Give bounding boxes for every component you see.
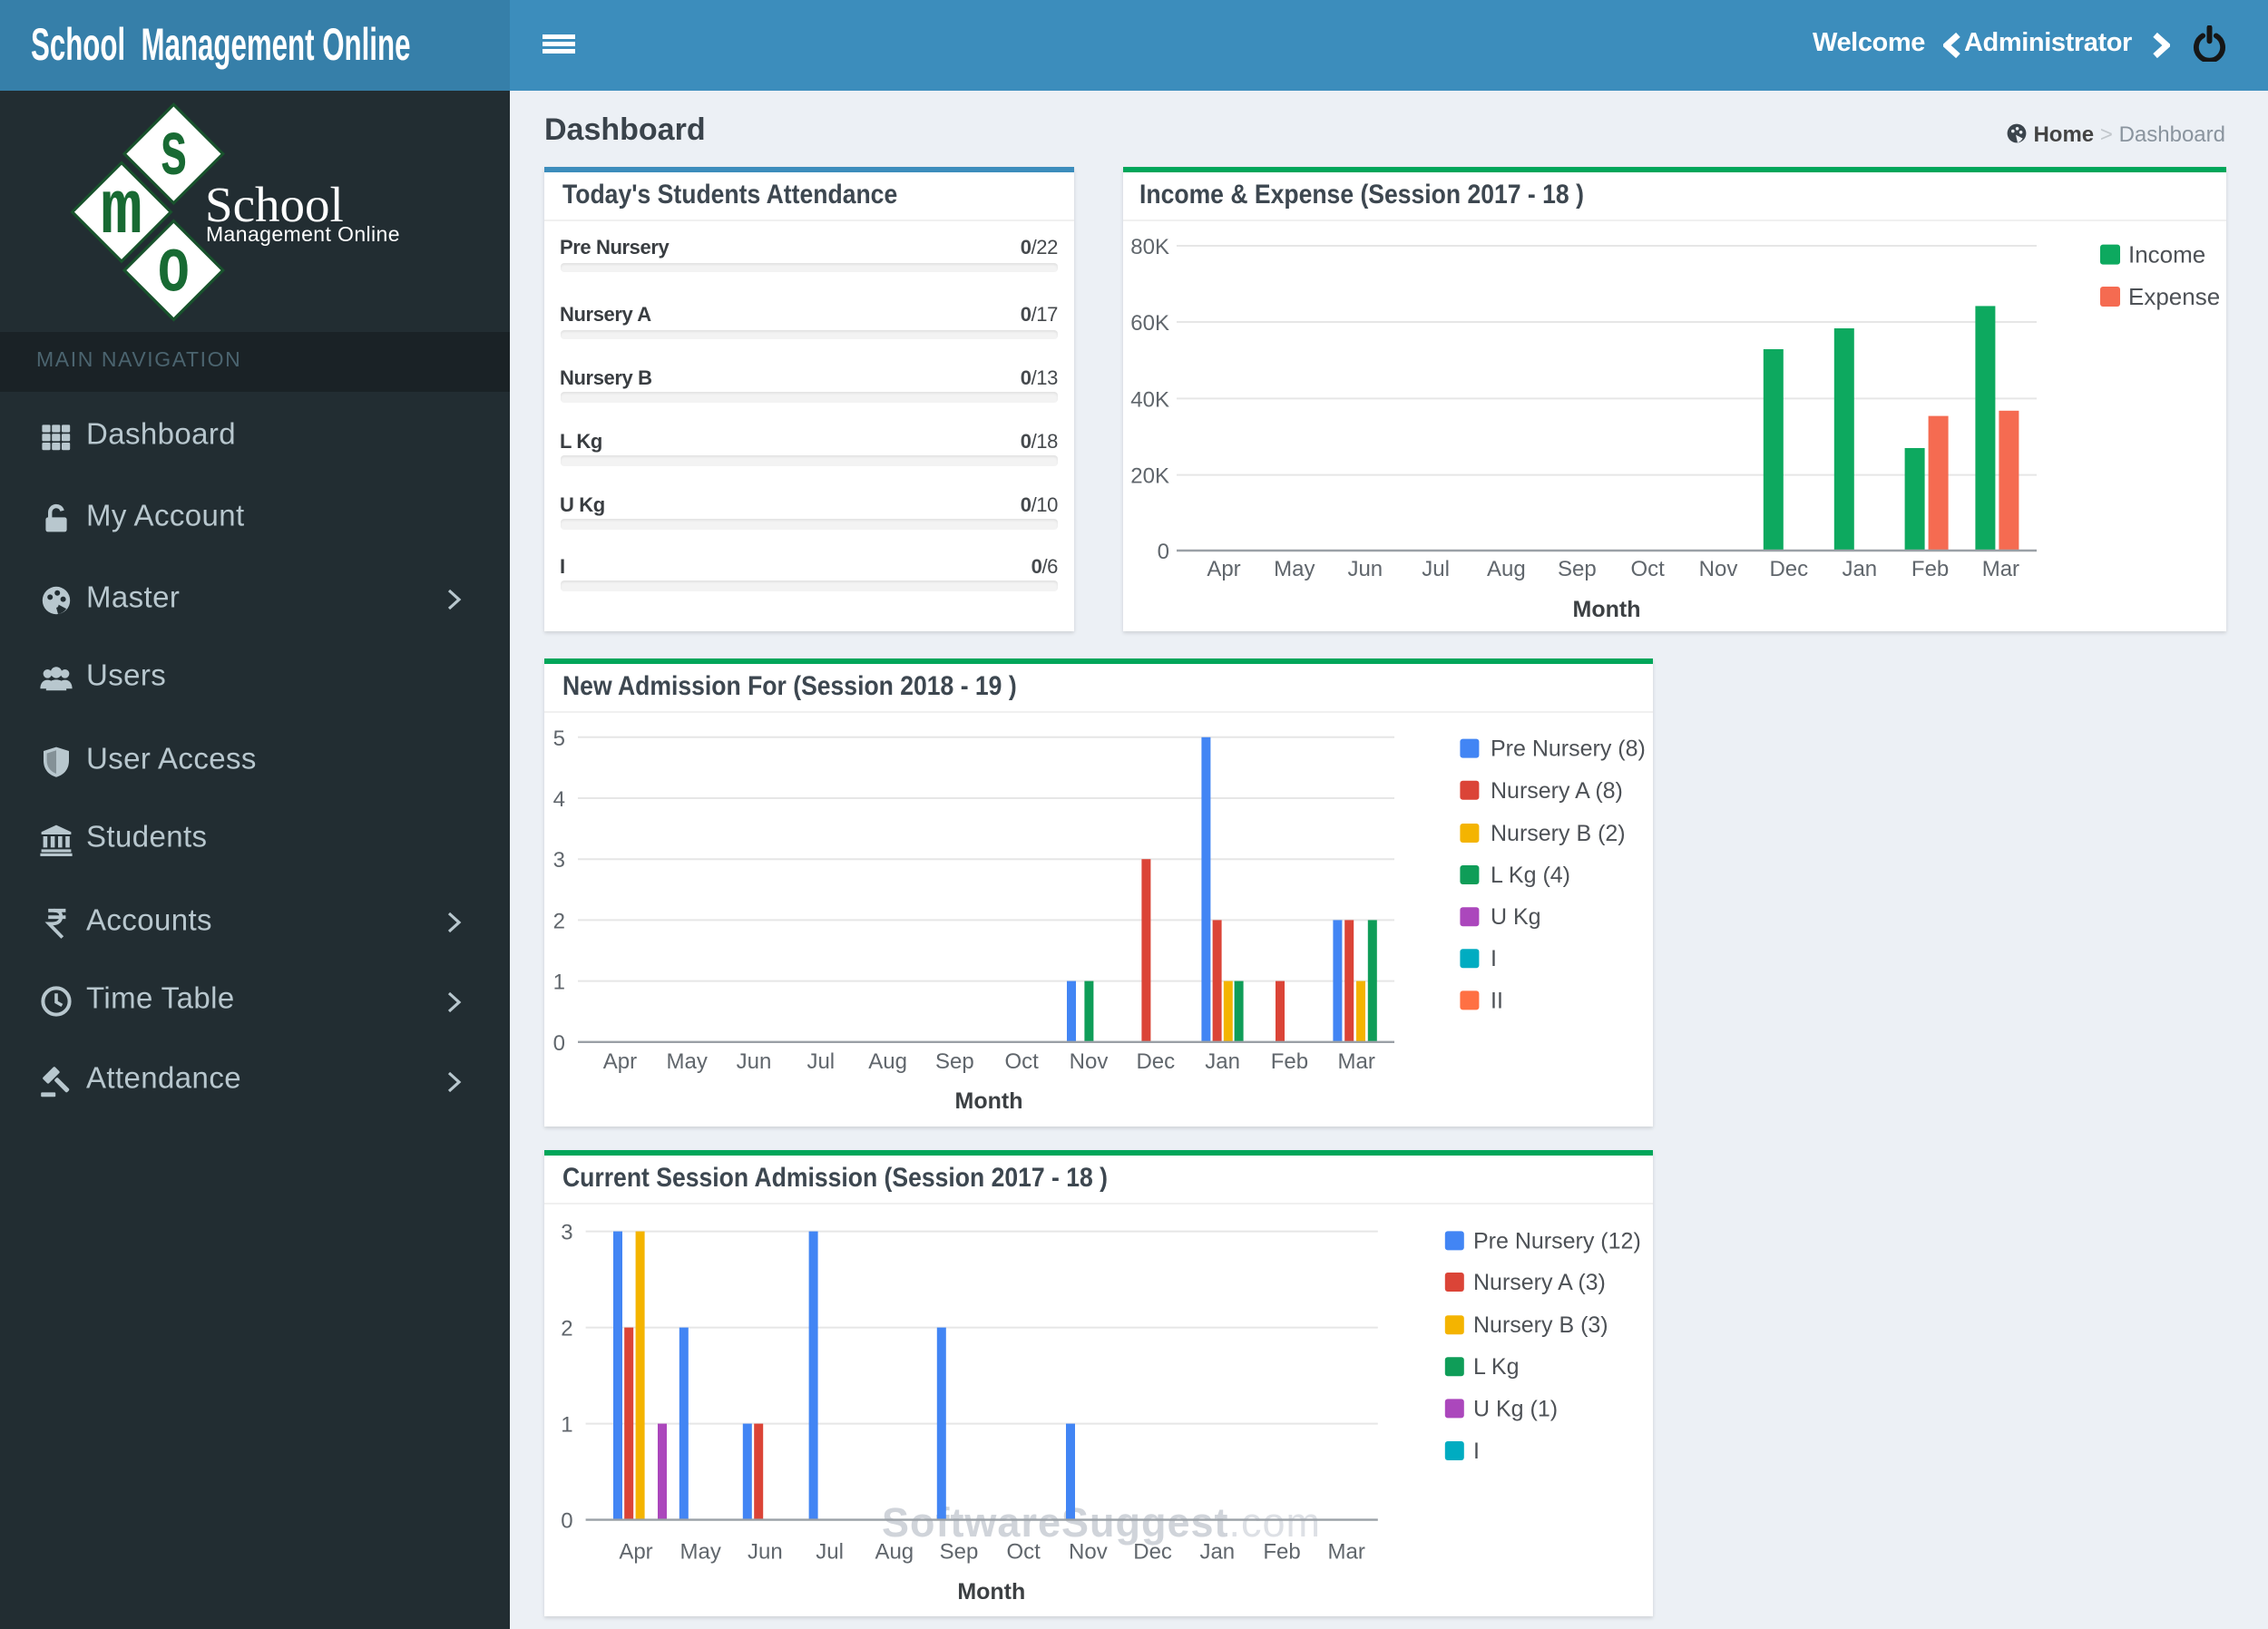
svg-text:Pre Nursery (12): Pre Nursery (12) [1473, 1228, 1641, 1253]
svg-text:20K: 20K [1129, 464, 1168, 489]
svg-text:Feb: Feb [1911, 557, 1948, 581]
svg-text:May: May [680, 1539, 721, 1564]
svg-text:Aug: Aug [868, 1049, 907, 1074]
svg-text:Oct: Oct [1630, 557, 1665, 581]
svg-text:Jan: Jan [1199, 1539, 1235, 1564]
svg-text:U Kg (1): U Kg (1) [1473, 1396, 1558, 1421]
svg-text:60K: 60K [1129, 311, 1168, 336]
svg-text:I: I [1491, 946, 1497, 971]
svg-text:Aug: Aug [875, 1539, 914, 1564]
svg-text:3: 3 [561, 1221, 572, 1245]
svg-text:Nursery B (2): Nursery B (2) [1491, 821, 1626, 846]
svg-text:Pre Nursery (8): Pre Nursery (8) [1491, 736, 1646, 762]
svg-text:Nov: Nov [1070, 1049, 1109, 1074]
svg-text:Sep: Sep [940, 1539, 979, 1564]
svg-text:Nov: Nov [1698, 557, 1737, 581]
svg-text:L Kg: L Kg [1473, 1354, 1520, 1380]
svg-text:Income: Income [2127, 241, 2204, 268]
svg-text:Sep: Sep [935, 1049, 974, 1074]
svg-text:I: I [1473, 1439, 1480, 1464]
svg-text:Feb: Feb [1271, 1049, 1308, 1074]
svg-text:Nov: Nov [1069, 1539, 1108, 1564]
svg-text:Jun: Jun [1346, 557, 1382, 581]
svg-text:May: May [667, 1049, 708, 1074]
svg-text:Nursery B (3): Nursery B (3) [1473, 1312, 1608, 1338]
svg-text:Jan: Jan [1205, 1049, 1240, 1074]
svg-text:Mar: Mar [1338, 1049, 1375, 1074]
svg-text:Month: Month [957, 1579, 1025, 1605]
svg-text:Jun: Jun [748, 1539, 783, 1564]
svg-text:Apr: Apr [603, 1049, 637, 1074]
svg-text:4: 4 [553, 787, 565, 812]
svg-text:0: 0 [561, 1509, 572, 1534]
svg-text:Dec: Dec [1136, 1049, 1175, 1074]
svg-text:5: 5 [553, 727, 565, 751]
svg-text:Sep: Sep [1557, 557, 1596, 581]
svg-text:Nursery A (3): Nursery A (3) [1473, 1270, 1606, 1295]
svg-text:Expense: Expense [2127, 283, 2219, 310]
svg-text:Apr: Apr [1206, 557, 1239, 581]
svg-text:Dec: Dec [1768, 557, 1807, 581]
svg-text:Jan: Jan [1841, 557, 1876, 581]
svg-text:Aug: Aug [1486, 557, 1525, 581]
svg-text:Feb: Feb [1263, 1539, 1300, 1564]
svg-text:2: 2 [561, 1317, 572, 1341]
svg-text:L Kg (4): L Kg (4) [1491, 863, 1570, 888]
svg-text:40K: 40K [1129, 387, 1168, 412]
svg-text:3: 3 [553, 848, 565, 873]
svg-text:Oct: Oct [1005, 1049, 1040, 1074]
svg-text:Jul: Jul [816, 1539, 844, 1564]
svg-text:0: 0 [553, 1031, 565, 1056]
svg-text:Jul: Jul [807, 1049, 835, 1074]
svg-text:Jul: Jul [1421, 557, 1449, 581]
svg-text:U Kg: U Kg [1491, 904, 1541, 930]
svg-text:Dec: Dec [1133, 1539, 1172, 1564]
svg-text:Month: Month [955, 1088, 1023, 1114]
svg-text:Month: Month [1572, 597, 1640, 622]
svg-text:80K: 80K [1129, 235, 1168, 259]
svg-text:1: 1 [553, 971, 565, 995]
svg-text:Mar: Mar [1981, 557, 2019, 581]
svg-text:s: s [159, 112, 188, 198]
svg-text:May: May [1273, 557, 1314, 581]
svg-text:Nursery A (8): Nursery A (8) [1491, 778, 1623, 804]
svg-text:2: 2 [553, 909, 565, 933]
svg-text:SoftwareSuggest.com: SoftwareSuggest.com [882, 1499, 1321, 1546]
svg-text:Mar: Mar [1328, 1539, 1365, 1564]
svg-text:II: II [1491, 988, 1503, 1013]
svg-text:o: o [157, 228, 190, 314]
svg-text:Jun: Jun [737, 1049, 772, 1074]
svg-text:1: 1 [561, 1413, 572, 1438]
svg-text:Oct: Oct [1007, 1539, 1041, 1564]
svg-text:0: 0 [1157, 540, 1168, 564]
svg-text:m: m [101, 170, 142, 256]
svg-text:Apr: Apr [619, 1539, 652, 1564]
